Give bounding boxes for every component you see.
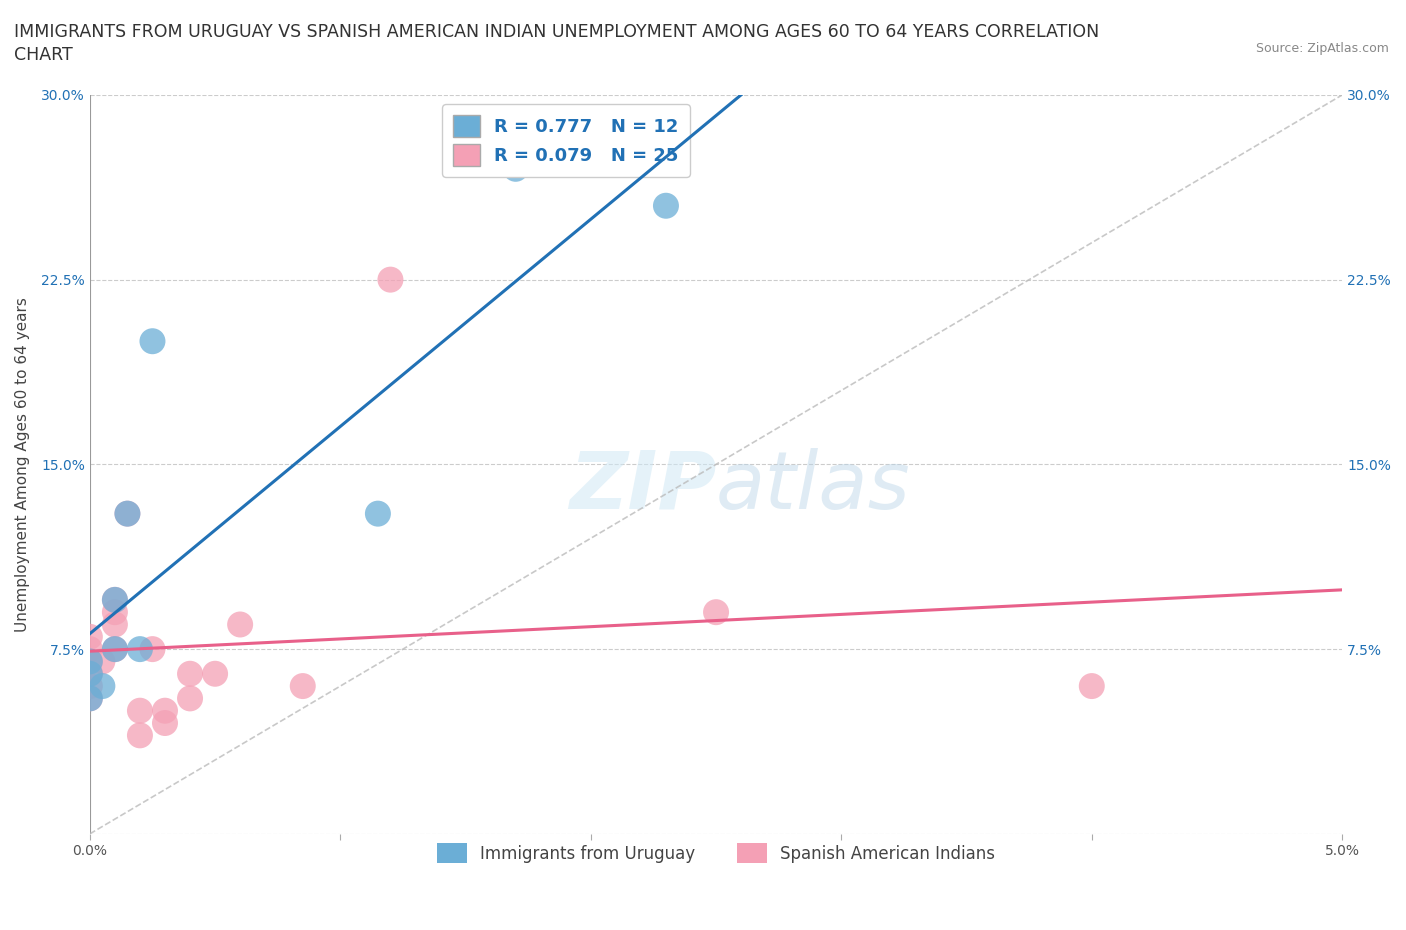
Point <box>129 703 152 718</box>
Point <box>117 506 139 521</box>
Point <box>104 642 127 657</box>
Y-axis label: Unemployment Among Ages 60 to 64 years: Unemployment Among Ages 60 to 64 years <box>15 297 30 631</box>
Point <box>1081 679 1104 694</box>
Point <box>380 272 402 287</box>
Text: ZIP: ZIP <box>568 447 716 525</box>
Point <box>704 604 727 619</box>
Point <box>204 666 226 681</box>
Point <box>505 162 527 177</box>
Point <box>367 506 389 521</box>
Point <box>91 654 114 669</box>
Text: Source: ZipAtlas.com: Source: ZipAtlas.com <box>1256 42 1389 55</box>
Point <box>655 198 678 213</box>
Point <box>79 666 101 681</box>
Point <box>104 642 127 657</box>
Point <box>291 679 314 694</box>
Text: IMMIGRANTS FROM URUGUAY VS SPANISH AMERICAN INDIAN UNEMPLOYMENT AMONG AGES 60 TO: IMMIGRANTS FROM URUGUAY VS SPANISH AMERI… <box>14 23 1099 41</box>
Point <box>79 654 101 669</box>
Point <box>91 679 114 694</box>
Point <box>179 691 201 706</box>
Point <box>79 654 101 669</box>
Point <box>79 642 101 657</box>
Point <box>153 703 176 718</box>
Legend: Immigrants from Uruguay, Spanish American Indians: Immigrants from Uruguay, Spanish America… <box>430 836 1002 870</box>
Point <box>79 666 101 681</box>
Text: atlas: atlas <box>716 447 911 525</box>
Point <box>79 630 101 644</box>
Point <box>141 642 163 657</box>
Point <box>179 666 201 681</box>
Point <box>104 592 127 607</box>
Point <box>229 617 252 631</box>
Point <box>153 715 176 730</box>
Point <box>104 604 127 619</box>
Point <box>79 691 101 706</box>
Text: CHART: CHART <box>14 46 73 64</box>
Point <box>104 617 127 631</box>
Point <box>129 642 152 657</box>
Point <box>79 679 101 694</box>
Point <box>104 592 127 607</box>
Point <box>129 728 152 743</box>
Point <box>141 334 163 349</box>
Point <box>79 691 101 706</box>
Point <box>117 506 139 521</box>
